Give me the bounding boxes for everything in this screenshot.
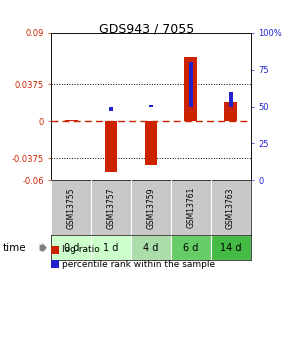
Bar (65, 120, 78, 121)
Bar (171, 235, 211, 260)
Text: percentile rank within the sample: percentile rank within the sample (62, 260, 215, 269)
Bar (105, 121, 117, 172)
Text: GSM13763: GSM13763 (226, 187, 235, 228)
Text: GSM13757: GSM13757 (107, 187, 115, 228)
Bar (224, 102, 237, 121)
Bar (189, 62, 193, 107)
Bar (184, 57, 197, 121)
Bar (211, 235, 251, 260)
Bar (144, 121, 157, 165)
Text: time: time (3, 243, 27, 253)
Bar (149, 105, 153, 107)
Text: GSM13755: GSM13755 (67, 187, 76, 228)
Text: GDS943 / 7055: GDS943 / 7055 (99, 22, 194, 36)
Bar (131, 235, 171, 260)
Bar (51, 235, 91, 260)
Text: GSM13761: GSM13761 (186, 187, 195, 228)
Text: 6 d: 6 d (183, 243, 198, 253)
Text: log ratio: log ratio (62, 245, 99, 254)
Bar (229, 92, 233, 107)
Text: 4 d: 4 d (143, 243, 159, 253)
Text: 1 d: 1 d (103, 243, 119, 253)
Bar (109, 107, 113, 111)
Text: 0 d: 0 d (64, 243, 79, 253)
Text: GSM13759: GSM13759 (146, 187, 155, 228)
Text: 14 d: 14 d (220, 243, 241, 253)
Bar (91, 235, 131, 260)
